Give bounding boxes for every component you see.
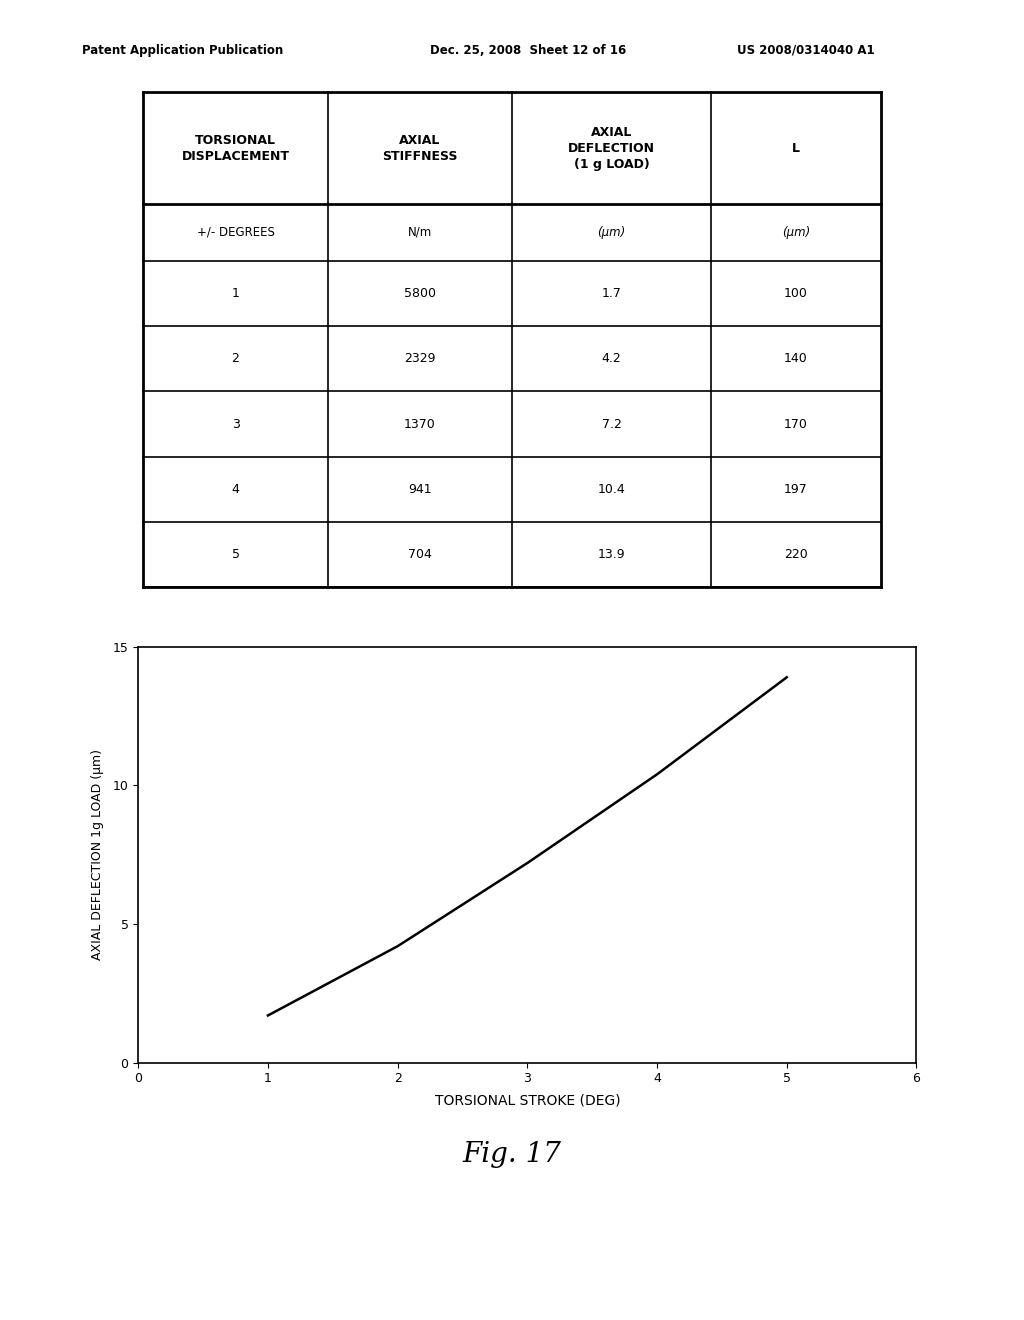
X-axis label: TORSIONAL STROKE (DEG): TORSIONAL STROKE (DEG) — [434, 1094, 621, 1107]
Text: N/m: N/m — [408, 226, 432, 239]
Text: 140: 140 — [784, 352, 808, 366]
Text: 220: 220 — [784, 548, 808, 561]
Text: L: L — [792, 141, 800, 154]
Text: 13.9: 13.9 — [598, 548, 626, 561]
Text: AXIAL
DEFLECTION
(1 g LOAD): AXIAL DEFLECTION (1 g LOAD) — [568, 125, 655, 170]
Text: 2329: 2329 — [404, 352, 435, 366]
Text: Dec. 25, 2008  Sheet 12 of 16: Dec. 25, 2008 Sheet 12 of 16 — [430, 44, 627, 57]
Text: US 2008/0314040 A1: US 2008/0314040 A1 — [737, 44, 874, 57]
Text: 4: 4 — [231, 483, 240, 496]
Text: +/- DEGREES: +/- DEGREES — [197, 226, 274, 239]
Text: 1: 1 — [231, 286, 240, 300]
Text: 1370: 1370 — [403, 417, 436, 430]
Text: Fig. 17: Fig. 17 — [463, 1142, 561, 1168]
Text: 1.7: 1.7 — [601, 286, 622, 300]
Text: 5800: 5800 — [403, 286, 436, 300]
Text: 197: 197 — [784, 483, 808, 496]
Text: 7.2: 7.2 — [601, 417, 622, 430]
Text: 704: 704 — [408, 548, 432, 561]
Text: TORSIONAL
DISPLACEMENT: TORSIONAL DISPLACEMENT — [181, 133, 290, 162]
Text: AXIAL
STIFFNESS: AXIAL STIFFNESS — [382, 133, 458, 162]
Text: (μm): (μm) — [597, 226, 626, 239]
Text: 10.4: 10.4 — [598, 483, 626, 496]
Text: Patent Application Publication: Patent Application Publication — [82, 44, 284, 57]
Text: 170: 170 — [784, 417, 808, 430]
Text: 4.2: 4.2 — [602, 352, 622, 366]
Text: (μm): (μm) — [781, 226, 810, 239]
Text: 941: 941 — [408, 483, 432, 496]
Text: 100: 100 — [784, 286, 808, 300]
Text: 2: 2 — [231, 352, 240, 366]
Text: 3: 3 — [231, 417, 240, 430]
Text: 5: 5 — [231, 548, 240, 561]
Y-axis label: AXIAL DEFLECTION 1g LOAD (μm): AXIAL DEFLECTION 1g LOAD (μm) — [91, 750, 104, 960]
